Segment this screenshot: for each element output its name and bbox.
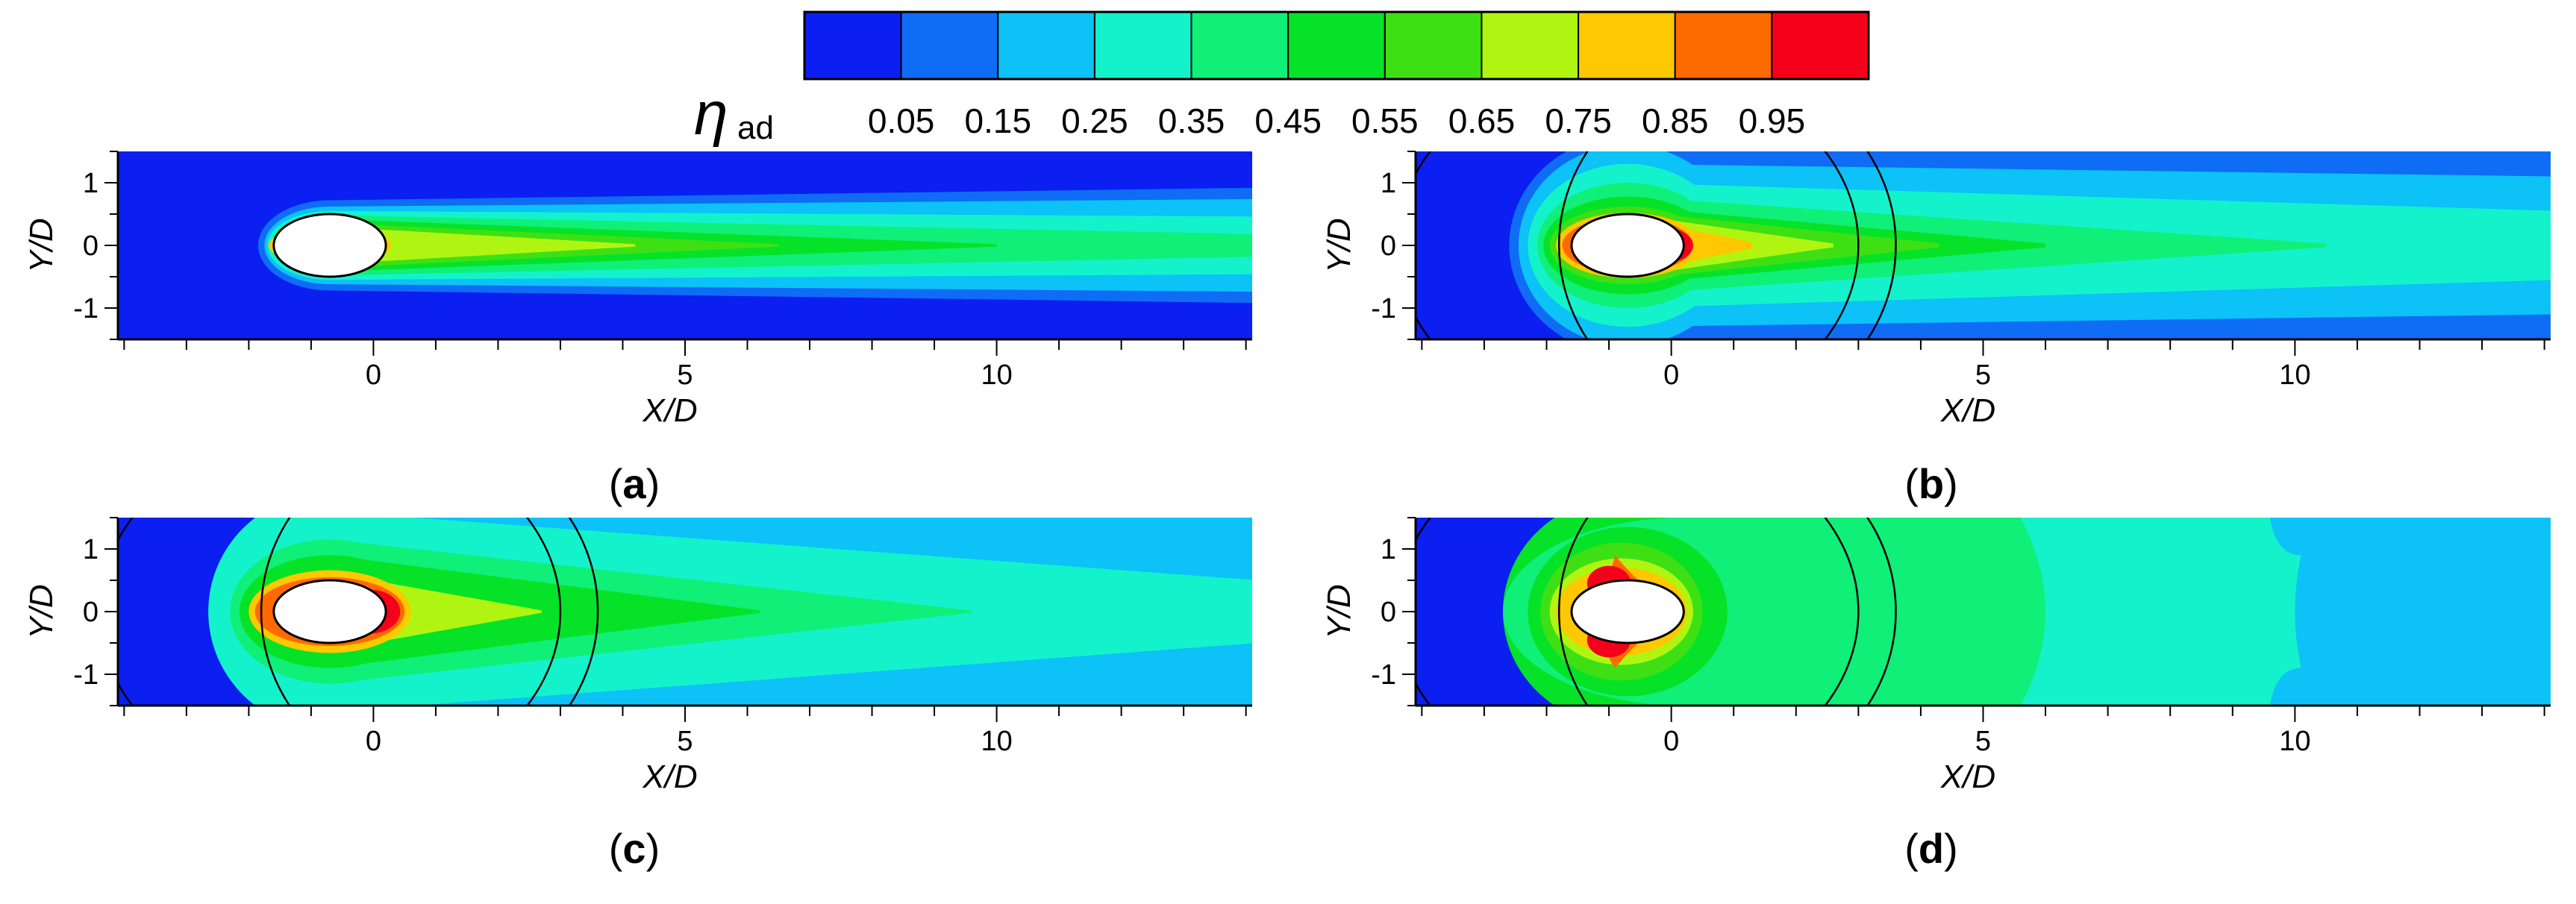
y-axis-label: Y/D	[1321, 584, 1357, 638]
x-axis-label: X/D	[642, 759, 697, 795]
y-axis-label: Y/D	[1321, 218, 1357, 272]
x-tick-label: 0	[366, 726, 381, 757]
cooling-hole	[1570, 213, 1685, 278]
panel-label: (b)	[1904, 460, 1958, 507]
colorbar-swatch	[1093, 11, 1192, 80]
contour-band	[329, 226, 636, 265]
x-axis-label: X/D	[642, 392, 697, 429]
cooling-hole	[272, 213, 387, 278]
x-tick-label: 5	[1975, 726, 1991, 757]
eta-subscript: ad	[737, 110, 774, 146]
contour-band	[329, 555, 760, 668]
panel-label: (d)	[1904, 825, 1958, 872]
footprint-outline	[118, 518, 562, 706]
colorbar-tick-label: 0.15	[965, 101, 1032, 140]
x-tick-label: 10	[2279, 726, 2310, 757]
colorbar-swatch	[1771, 11, 1869, 80]
colorbar-swatch	[1287, 11, 1386, 80]
footprint-outline	[1558, 151, 1897, 339]
colorbar-swatch	[1578, 11, 1676, 80]
contour-field	[118, 518, 1252, 706]
colorbar-swatch	[1674, 11, 1773, 80]
x-tick-label: 10	[981, 360, 1012, 391]
y-tick-label: 1	[83, 168, 99, 199]
colorbar-swatch	[900, 11, 999, 80]
colorbar-tick-label: 0.75	[1545, 101, 1612, 140]
x-tick-label: 0	[1663, 360, 1679, 391]
colorbar-tick-label: 0.95	[1739, 101, 1806, 140]
colorbar-swatch	[1190, 11, 1289, 80]
y-tick-label: 0	[1381, 230, 1396, 262]
x-tick-label: 5	[677, 360, 693, 391]
y-tick-label: -1	[1371, 293, 1396, 324]
colorbar-tick-label: 0.85	[1642, 101, 1709, 140]
y-tick-label: 0	[83, 597, 99, 628]
contour-field	[118, 151, 1252, 339]
y-tick-label: -1	[73, 293, 99, 324]
y-axis-label: Y/D	[23, 584, 60, 638]
colorbar-tick-label: 0.55	[1351, 101, 1419, 140]
colorbar-frame	[803, 10, 1870, 81]
footprint-outline	[260, 518, 599, 706]
x-tick-label: 0	[366, 360, 381, 391]
contour-field	[1416, 151, 2551, 339]
colorbar-swatch	[804, 11, 902, 80]
x-tick-label: 0	[1663, 726, 1679, 757]
cooling-hole	[1570, 579, 1685, 644]
x-tick-label: 10	[981, 726, 1012, 757]
footprint-outline	[1416, 151, 1860, 339]
y-tick-label: 1	[1381, 534, 1396, 565]
x-axis-label: X/D	[1940, 759, 1995, 795]
panel-label: (a)	[609, 460, 660, 507]
colorbar-tick-label: 0.35	[1158, 101, 1225, 140]
y-tick-label: 1	[83, 534, 99, 565]
y-tick-label: 0	[1381, 597, 1396, 628]
colorbar-swatch	[1481, 11, 1580, 80]
footprint-outline	[1558, 518, 1897, 706]
colorbar: 0.05 0.15 0.25 0.35 0.45 0.55 0.65 0.75 0.85 0.95…	[694, 10, 1870, 148]
colorbar-tick-label: 0.25	[1061, 101, 1128, 140]
y-tick-label: 0	[83, 230, 99, 262]
colorbar-tick-label: 0.05	[868, 101, 935, 140]
colorbar-tick-label: 0.45	[1254, 101, 1322, 140]
footprint-outline	[1416, 518, 1860, 706]
y-tick-label: -1	[1371, 659, 1396, 691]
x-tick-label: 10	[2279, 360, 2310, 391]
x-tick-label: 5	[1975, 360, 1991, 391]
contour-field	[1416, 518, 2551, 706]
x-axis-label: X/D	[1940, 392, 1995, 429]
colorbar-swatch	[997, 11, 1095, 80]
y-tick-label: 1	[1381, 168, 1396, 199]
eta-symbol: η	[694, 80, 728, 148]
panel-label: (c)	[609, 825, 660, 872]
y-axis-label: Y/D	[23, 218, 60, 272]
cooling-hole	[272, 579, 387, 644]
y-tick-label: -1	[73, 659, 99, 691]
contour-band	[2269, 518, 2551, 706]
colorbar-swatch	[1384, 11, 1483, 80]
x-tick-label: 5	[677, 726, 693, 757]
colorbar-tick-label: 0.65	[1448, 101, 1516, 140]
